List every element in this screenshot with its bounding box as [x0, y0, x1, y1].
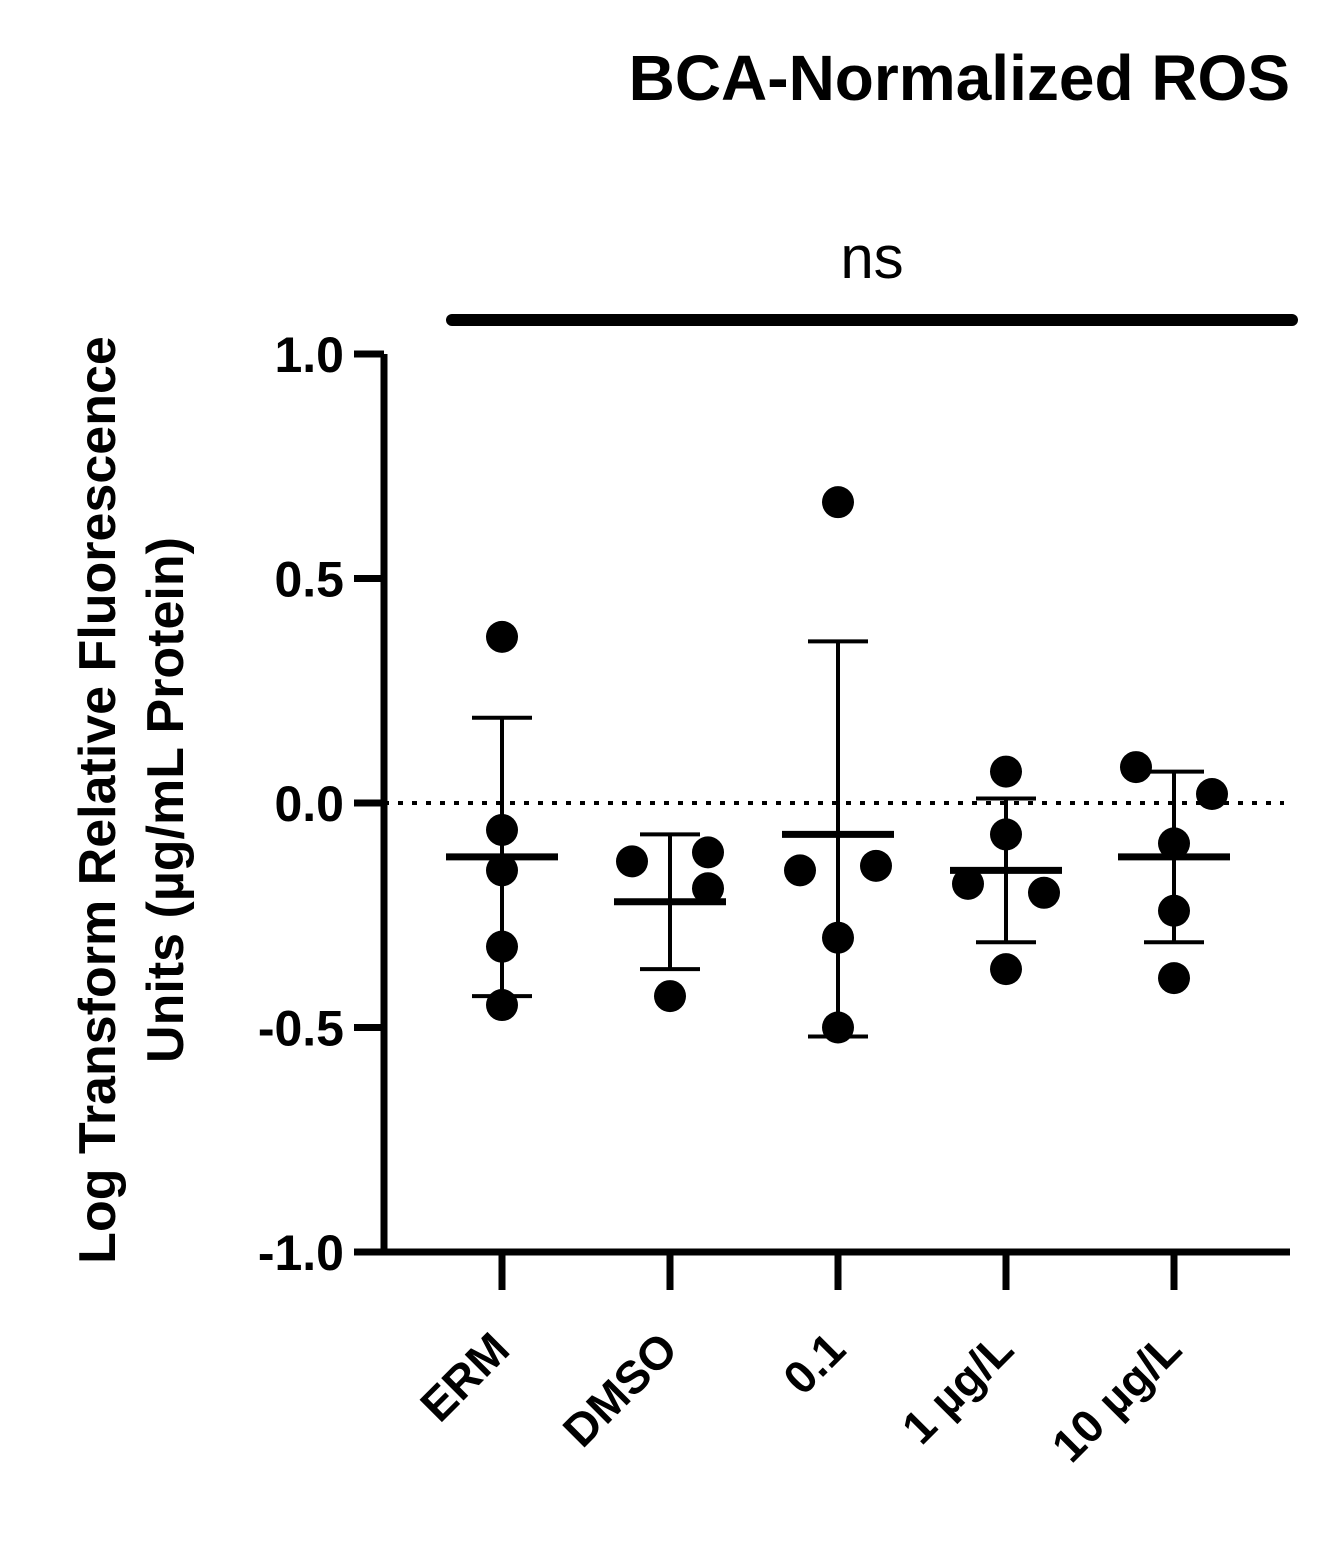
x-tick-label: DMSO — [553, 1322, 687, 1456]
y-tick-label: 1.0 — [274, 327, 344, 383]
data-point — [860, 849, 892, 882]
data-point — [1028, 876, 1060, 909]
x-tick-label: 1 µg/L — [892, 1322, 1023, 1453]
data-point — [616, 845, 648, 878]
data-point — [486, 930, 518, 963]
axes: 1.0 0.5 0.0 -0.5 -1.0 ERM DMSO 0.1 1 µg/L 10 µg/L — [258, 327, 1290, 1472]
y-tick-label: -0.5 — [258, 1001, 344, 1057]
y-axis-label-line-1: Log Transform Relative Fluorescence — [69, 336, 127, 1264]
data-point — [486, 989, 518, 1022]
data-point — [486, 854, 518, 887]
data-point — [1158, 894, 1190, 927]
chart-title: BCA-Normalized ROS — [629, 42, 1290, 114]
y-tick-label: 0.0 — [274, 776, 344, 832]
y-axis-label: Log Transform Relative Fluorescence Unit… — [69, 336, 195, 1264]
data-point — [1158, 827, 1190, 860]
data-point — [1120, 751, 1152, 784]
data-point — [486, 813, 518, 846]
x-tick-label: 10 µg/L — [1042, 1322, 1192, 1472]
data-point — [1158, 962, 1190, 995]
x-tick-label: ERM — [410, 1322, 519, 1431]
significance-label: ns — [840, 224, 903, 291]
data-point — [990, 755, 1022, 788]
data-point — [654, 980, 686, 1013]
x-tick-label: 0.1 — [773, 1322, 855, 1404]
data-point — [990, 818, 1022, 851]
data-marks — [446, 486, 1230, 1044]
data-point — [692, 872, 724, 905]
data-point — [822, 486, 854, 519]
data-point — [784, 854, 816, 887]
data-point — [486, 620, 518, 653]
data-point — [990, 953, 1022, 986]
data-point — [822, 921, 854, 954]
y-tick-label: -1.0 — [258, 1225, 344, 1281]
y-tick-label: 0.5 — [274, 552, 344, 608]
y-axis-label-line-2: Units (µg/mL Protein) — [137, 537, 195, 1063]
data-point — [1196, 778, 1228, 811]
data-point — [692, 836, 724, 869]
data-point — [952, 867, 984, 900]
data-point — [822, 1011, 854, 1044]
